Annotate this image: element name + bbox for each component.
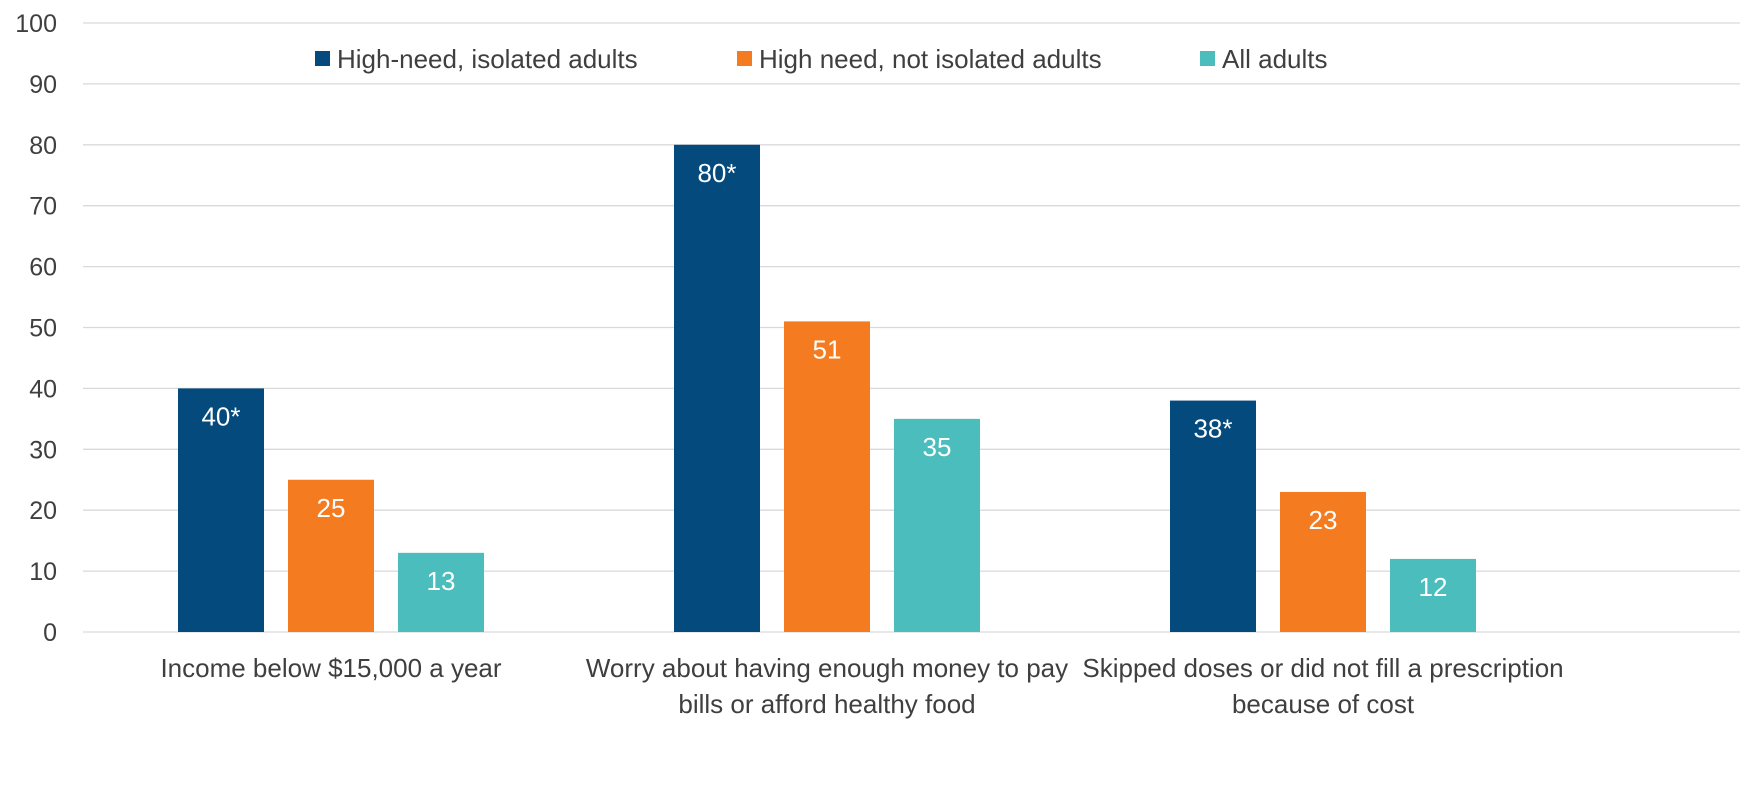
y-tick-label: 80	[29, 132, 57, 160]
bar-data-label: 80*	[697, 158, 736, 188]
bar	[398, 552, 484, 632]
bar	[784, 321, 870, 632]
bar	[1170, 400, 1256, 632]
bar-data-label: 40*	[201, 401, 240, 431]
bar	[674, 144, 760, 633]
bar	[1390, 558, 1476, 632]
y-tick-label: 60	[29, 254, 57, 282]
y-tick-label: 100	[15, 10, 57, 38]
y-tick-label: 70	[29, 193, 57, 221]
x-category-label: Worry about having enough money to pay	[586, 653, 1068, 683]
bar	[178, 388, 264, 632]
bar	[288, 479, 374, 632]
legend-swatch	[737, 51, 752, 66]
legend-label: High need, not isolated adults	[759, 44, 1102, 74]
bar-data-label: 25	[317, 493, 346, 523]
bar-data-label: 51	[813, 334, 842, 364]
y-axis-tick-labels: 0 10 20 30 40 50 60 70 80 90 100	[15, 10, 57, 647]
y-tick-label: 50	[29, 315, 57, 343]
y-tick-label: 30	[29, 436, 57, 464]
y-tick-label: 0	[43, 619, 57, 647]
bar	[1280, 491, 1366, 632]
legend-swatch	[315, 51, 330, 66]
x-category-label: Income below $15,000 a year	[160, 653, 501, 683]
x-axis-category-labels: Income below $15,000 a year Worry about h…	[160, 653, 1563, 719]
x-category-label: because of cost	[1232, 689, 1415, 719]
y-tick-label: 40	[29, 375, 57, 403]
legend-label: All adults	[1222, 44, 1328, 74]
bar-data-label: 12	[1419, 572, 1448, 602]
x-category-label: Skipped doses or did not fill a prescrip…	[1082, 653, 1563, 683]
bar-data-label: 23	[1309, 505, 1338, 535]
legend: High-need, isolated adults High need, not…	[315, 44, 1328, 74]
x-category-label: bills or afford healthy food	[678, 689, 975, 719]
bars	[178, 144, 1476, 633]
bar-data-label: 35	[923, 432, 952, 462]
legend-swatch	[1200, 51, 1215, 66]
bar	[894, 418, 980, 632]
bar-data-label: 13	[427, 566, 456, 596]
data-labels: 40* 25 13 80* 51 35 38* 23 12	[201, 158, 1447, 602]
y-tick-label: 90	[29, 71, 57, 99]
bar-data-label: 38*	[1193, 414, 1232, 444]
y-tick-label: 10	[29, 558, 57, 586]
legend-label: High-need, isolated adults	[337, 44, 638, 74]
y-tick-label: 20	[29, 497, 57, 525]
